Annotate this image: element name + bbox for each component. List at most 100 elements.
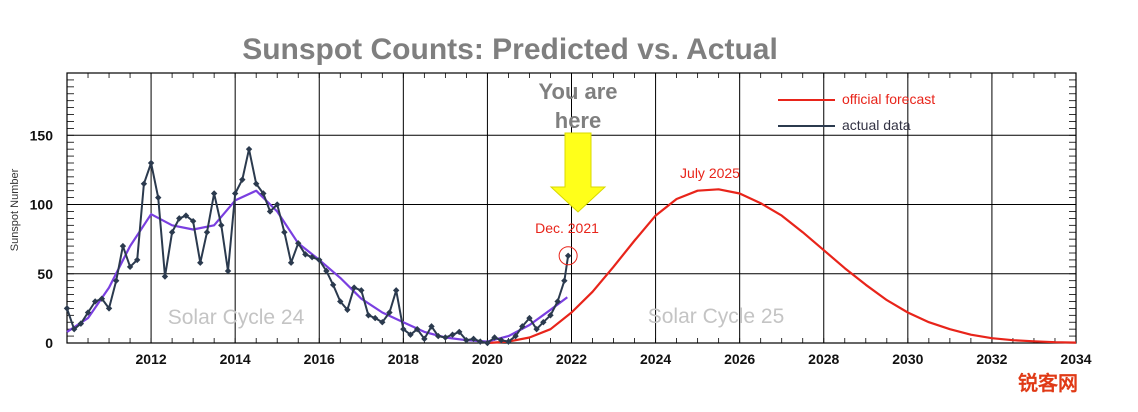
actual-data-point xyxy=(119,242,127,250)
series-line-actual-data xyxy=(66,148,570,344)
actual-data-point xyxy=(379,319,386,326)
actual-data-point xyxy=(91,298,99,305)
series-line-official-forecast xyxy=(487,188,1077,345)
y-tick-label: 50 xyxy=(37,266,53,282)
axis-ticks: 2012 2014 2016 2018 2020 2022 2024 2026 2028 2030… xyxy=(30,127,1092,367)
actual-data-point xyxy=(197,259,204,266)
actual-data-point xyxy=(218,222,225,229)
actual-data-point xyxy=(134,256,141,264)
actual-data-point xyxy=(161,273,169,280)
y-tick-label: 100 xyxy=(30,197,54,213)
actual-data-point xyxy=(484,339,491,347)
actual-data-point xyxy=(449,331,456,338)
actual-data-point xyxy=(407,331,414,338)
actual-data-point xyxy=(308,253,316,261)
watermark-logo: 锐客网 xyxy=(1018,371,1078,395)
actual-data-point xyxy=(239,176,246,183)
actual-data-point xyxy=(176,215,183,222)
actual-data-point xyxy=(463,337,470,344)
actual-data-point xyxy=(435,332,442,340)
x-tick-label: 2022 xyxy=(556,351,587,367)
grid-lines xyxy=(66,72,1077,344)
actual-data-point xyxy=(77,320,85,327)
cycle-24-label: Solar Cycle 24 xyxy=(168,306,305,329)
actual-data-point xyxy=(561,277,568,284)
cycle-25-label: Solar Cycle 25 xyxy=(648,305,785,328)
actual-data-point xyxy=(456,328,463,336)
x-tick-label: 2012 xyxy=(136,351,167,367)
actual-data-point xyxy=(63,305,71,312)
actual-data-point xyxy=(428,323,435,330)
actual-data-point xyxy=(70,325,78,333)
actual-data-point xyxy=(337,298,344,305)
actual-data-point xyxy=(564,252,572,259)
actual-data-point xyxy=(365,312,372,319)
actual-data-point xyxy=(168,229,176,236)
latest-point-marker xyxy=(558,246,578,266)
actual-data-point xyxy=(358,287,365,294)
actual-data-point xyxy=(260,190,267,197)
actual-data-point xyxy=(112,277,120,284)
y-axis-label: Sunspot Number xyxy=(9,168,21,251)
actual-data-point xyxy=(442,334,449,341)
actual-data-point xyxy=(140,180,148,187)
actual-data-point xyxy=(477,338,484,345)
actual-data-point xyxy=(519,323,526,330)
x-tick-label: 2026 xyxy=(724,351,755,367)
actual-data-point xyxy=(274,201,281,208)
actual-data-point xyxy=(323,267,330,275)
actual-data-point xyxy=(316,256,323,264)
x-tick-label: 2034 xyxy=(1060,351,1091,367)
actual-data-point xyxy=(252,180,260,187)
x-tick-label: 2020 xyxy=(472,351,503,367)
actual-data-point xyxy=(540,319,547,326)
actual-data-point xyxy=(126,263,134,271)
legend-label-actual: actual data xyxy=(842,117,911,133)
actual-data-point xyxy=(400,325,407,333)
actual-data-point xyxy=(147,159,155,167)
x-tick-label: 2018 xyxy=(388,351,419,367)
actual-data-point xyxy=(98,295,106,302)
dec-2021-label: Dec. 2021 xyxy=(535,220,599,236)
chart-title: Sunspot Counts: Predicted vs. Actual xyxy=(242,33,778,66)
actual-data-point xyxy=(210,190,218,197)
actual-data-point xyxy=(203,229,211,236)
actual-data-point xyxy=(498,337,505,344)
you-are-here-line1: You are xyxy=(538,79,617,104)
actual-data-point xyxy=(491,334,498,341)
actual-data-point xyxy=(224,267,232,275)
actual-data-point xyxy=(329,281,337,289)
actual-data-point xyxy=(533,325,540,333)
actual-data-point xyxy=(245,145,253,153)
actual-data-point xyxy=(281,229,288,236)
actual-data-point xyxy=(287,259,295,266)
actual-data-point xyxy=(512,332,519,340)
y-tick-label: 0 xyxy=(45,335,53,351)
actual-data-point xyxy=(266,208,274,215)
x-tick-label: 2028 xyxy=(808,351,839,367)
actual-data-point xyxy=(344,306,351,313)
x-tick-label: 2032 xyxy=(976,351,1007,367)
you-are-here-line2: here xyxy=(555,108,601,133)
x-tick-label: 2024 xyxy=(640,351,671,367)
actual-data-point xyxy=(231,190,239,197)
actual-data-point xyxy=(470,335,477,343)
actual-data-point xyxy=(505,338,512,345)
legend-label-forecast: official forecast xyxy=(842,91,935,107)
actual-data-point xyxy=(421,335,428,343)
you-are-here-arrow xyxy=(549,132,607,213)
actual-data-point xyxy=(105,305,113,312)
actual-data-point xyxy=(392,287,400,294)
y-tick-label: 150 xyxy=(30,127,54,143)
actual-data-point xyxy=(84,309,92,316)
actual-data-point xyxy=(414,325,421,333)
actual-data-point xyxy=(295,240,302,247)
actual-data-point xyxy=(189,217,197,225)
actual-data-point xyxy=(526,314,533,322)
actual-data-point xyxy=(371,314,379,322)
actual-data-point xyxy=(182,212,190,219)
actual-data-point xyxy=(155,194,162,201)
actual-data-point xyxy=(554,298,561,305)
plot-area xyxy=(63,145,1077,347)
